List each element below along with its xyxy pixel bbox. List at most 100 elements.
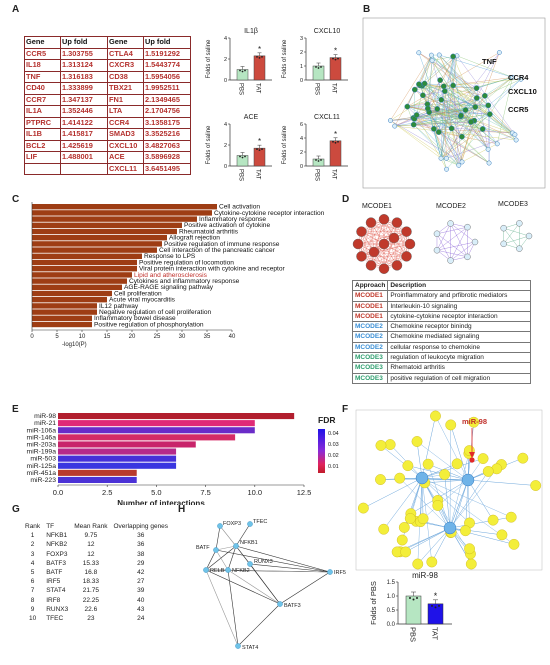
tf-node-label: RELB: [210, 568, 225, 574]
enrichment-bar: [32, 216, 197, 222]
approach-cell: MCODE1: [351, 310, 389, 323]
tf-node: [327, 569, 333, 575]
overlap-cell: 39: [137, 587, 145, 595]
tf-node-label: RUNX3: [254, 559, 273, 565]
tf-rank-table: Rank TF Mean Rank Overlapping genes 1 NFK…: [22, 522, 171, 623]
legend-tick-label: 0.02: [328, 453, 339, 459]
network-edge: [449, 471, 489, 529]
cluster-edge: [370, 237, 395, 266]
data-point: [334, 58, 337, 61]
header-overlapping-genes: Overlapping genes: [113, 523, 169, 531]
network-edge: [413, 117, 459, 166]
tf-cell: FOXP3: [46, 550, 68, 558]
cluster-node: [500, 224, 507, 232]
fold-cell: 1.313124: [60, 59, 108, 72]
x-tick-label: 40: [229, 334, 236, 340]
network-edge: [390, 109, 466, 121]
cluster-node: [433, 247, 441, 254]
table-row: 5 BATF 16.8 42: [22, 568, 171, 577]
network-edge: [440, 128, 452, 159]
pbs-bar: [312, 158, 325, 167]
network-edge: [461, 143, 498, 163]
network-edge: [420, 85, 489, 150]
gene-cell: CCR7: [24, 93, 61, 106]
cluster-node: [401, 251, 412, 262]
tf-node: [247, 561, 253, 567]
mirna-label: miR-451a: [27, 470, 57, 477]
x-tick-label: 10.0: [247, 488, 262, 497]
protein-node: [512, 132, 518, 138]
target-gene-node: [487, 514, 499, 526]
protein-node: [434, 106, 441, 112]
data-point: [320, 66, 322, 68]
x-tick-label: 5: [55, 334, 59, 340]
tf-node: [233, 543, 239, 549]
protein-node: [448, 125, 455, 132]
chart-title: CXCL10: [314, 28, 341, 35]
chart-title: miR-98: [412, 571, 438, 580]
enrichment-bar: [32, 204, 217, 210]
tf-node: [225, 567, 231, 573]
network-edge: [418, 55, 432, 85]
tf-node-label: NFKB2: [232, 568, 250, 574]
cluster-node: [447, 220, 454, 227]
group-label: TAT: [255, 169, 261, 180]
regulatory-edge: [237, 603, 281, 647]
protein-node: [486, 160, 492, 166]
y-tick-label: 2: [224, 143, 227, 149]
fold-cell: 3.5896928: [143, 151, 191, 164]
regulatory-edge: [215, 549, 229, 571]
overlap-cell: 24: [137, 615, 145, 623]
gene-cell: CCR4: [107, 116, 144, 129]
cluster-node: [365, 260, 377, 271]
panel-label-b: B: [363, 4, 371, 15]
tf-regulatory-network: FOXP3 TFEC NFKB1 BATF RELB NFKB2 RUNX3 IRF5 BATF…: [196, 519, 346, 651]
network-edge: [418, 52, 477, 89]
mean-rank-cell: 12: [87, 541, 95, 549]
enrichment-bar: [32, 278, 127, 284]
cluster-node: [447, 257, 454, 264]
target-gene-node: [430, 410, 441, 422]
network-edge: [497, 77, 513, 144]
mirna-label: miR-503: [30, 456, 56, 463]
tf-node: [213, 547, 219, 553]
tf-node-label: BATF: [196, 545, 210, 551]
table-row: MCODE3 Rhematoid arthritis: [351, 362, 532, 374]
network-edge: [449, 479, 469, 529]
network-edge: [453, 79, 521, 86]
cluster-node: [356, 251, 367, 262]
enrichment-bar: [32, 259, 137, 266]
gene-fold-table: Gene Up fold Gene Up fold CCR5 1.303755 CT…: [24, 36, 191, 175]
fold-cell: 1.9952511: [143, 82, 191, 95]
term-label: Positive regulation of immune response: [164, 241, 280, 248]
mean-rank-cell: 21.75: [82, 587, 99, 595]
term-label: AGE-RAGE signaling pathway: [124, 284, 214, 291]
cluster-title: MCODE1: [362, 203, 392, 210]
table-row: 3 FOXP3 12 38: [22, 550, 171, 559]
gene-cell: CD40: [24, 82, 61, 95]
target-gene-node: [394, 472, 406, 484]
regulatory-edge: [205, 569, 281, 605]
mirna-bar: [58, 462, 177, 469]
target-gene-node: [384, 439, 396, 450]
protein-node: [487, 111, 493, 118]
cluster-node: [464, 223, 471, 231]
gene-cell: CXCR3: [107, 59, 144, 72]
tf-node: [277, 601, 283, 607]
protein-node: [459, 159, 465, 165]
target-gene-node: [422, 458, 434, 470]
tf-cell: NFKB2: [46, 541, 68, 549]
data-point: [337, 140, 339, 143]
gene-cell: SMAD3: [107, 128, 144, 141]
network-edge: [413, 108, 438, 125]
cluster-title: MCODE2: [436, 203, 466, 210]
network-edge: [441, 99, 463, 137]
network-edge: [424, 83, 476, 108]
enrichment-bar: [32, 241, 162, 247]
cluster-node: [401, 226, 412, 237]
mirna-bar: [58, 469, 137, 476]
rank-cell: 4: [30, 559, 35, 567]
enrichment-bar: [32, 309, 97, 315]
term-label: Inflammatory response: [199, 216, 266, 223]
group-label: PBS: [409, 627, 418, 642]
